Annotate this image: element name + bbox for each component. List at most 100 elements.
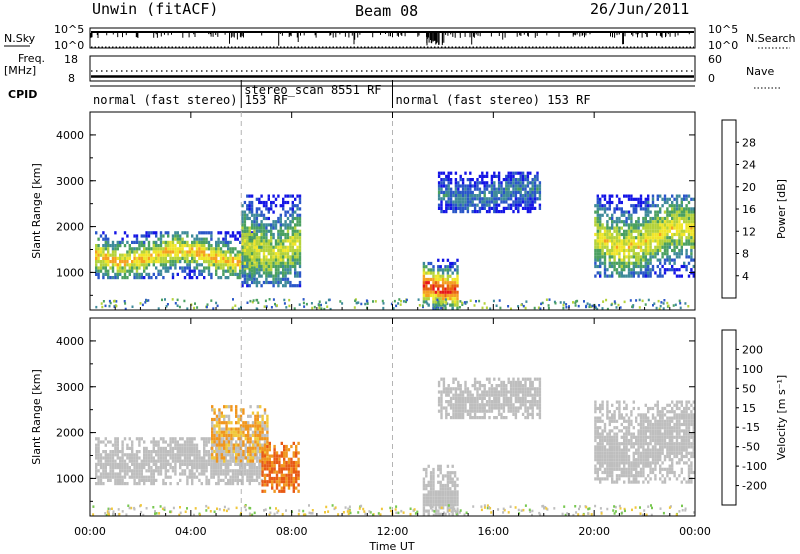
cell [446,496,450,500]
cell [232,443,235,447]
cell [108,304,111,308]
cell [259,459,262,463]
cell [625,239,628,243]
cell [529,187,532,191]
cell [663,226,667,230]
cell [193,272,196,276]
cell [181,450,184,454]
cell [267,271,270,275]
cell [432,290,435,294]
cell [656,252,659,256]
cell [441,293,445,298]
cell [256,430,259,434]
cell [107,240,110,244]
cell [663,210,667,214]
cell [255,226,259,230]
cell [692,207,695,211]
cell [203,456,206,460]
cell [526,181,530,185]
cell [471,400,474,404]
cell [171,250,175,254]
cell [683,220,686,224]
cell [298,200,302,205]
cell [466,387,470,391]
cell [145,456,148,460]
cell [675,207,679,211]
cell [167,269,170,273]
cell [229,256,232,260]
cell [174,446,177,450]
cell [661,239,664,243]
cell [488,197,491,201]
cell [114,247,117,251]
cell [613,432,616,436]
cell [437,206,441,210]
cell [272,210,275,214]
cell [143,263,146,267]
cell [599,432,602,436]
cell [685,204,688,208]
cell [659,229,662,233]
cell [422,271,426,275]
cell [608,261,611,265]
cell [284,261,287,265]
cell [429,480,433,484]
cell [432,474,435,478]
cell [145,478,148,482]
cell [186,250,189,254]
cell [647,261,650,265]
cell [687,223,691,227]
cell [611,442,614,446]
cell [608,252,611,256]
cell [594,416,597,420]
cell [143,250,146,254]
cell [514,400,518,404]
cell [500,403,503,407]
cell [133,466,136,470]
cell [623,268,626,272]
cell [478,299,481,303]
cell [599,232,602,237]
cell [536,403,539,407]
cell [507,194,510,198]
cell [297,451,300,455]
cell [538,403,542,407]
cell [116,456,119,460]
cell [150,466,153,470]
cell [277,258,280,262]
cell [97,276,100,280]
cell [608,216,611,221]
cell [286,261,290,265]
cell [222,263,225,267]
cell [437,300,440,304]
cell [690,242,693,246]
cell [265,216,268,221]
cell [639,258,643,262]
cell [620,454,623,459]
cell [469,393,472,397]
cell [174,247,177,251]
cell [104,256,107,260]
cell [606,239,609,243]
cell [241,459,244,463]
cell [150,231,153,235]
cell [133,263,136,267]
cell [290,470,293,474]
cell [457,184,460,188]
cell [632,252,635,256]
cell [449,406,453,410]
cell [251,469,254,473]
cell [126,250,129,254]
cell [239,276,242,280]
cell [623,458,626,462]
cell [441,271,445,275]
cell [205,450,208,454]
cell [138,443,141,447]
cell [599,239,602,243]
cell [186,240,189,244]
cell [262,271,266,275]
cell [608,410,611,414]
cell [585,304,588,308]
cell [451,261,454,266]
cell [100,302,103,305]
